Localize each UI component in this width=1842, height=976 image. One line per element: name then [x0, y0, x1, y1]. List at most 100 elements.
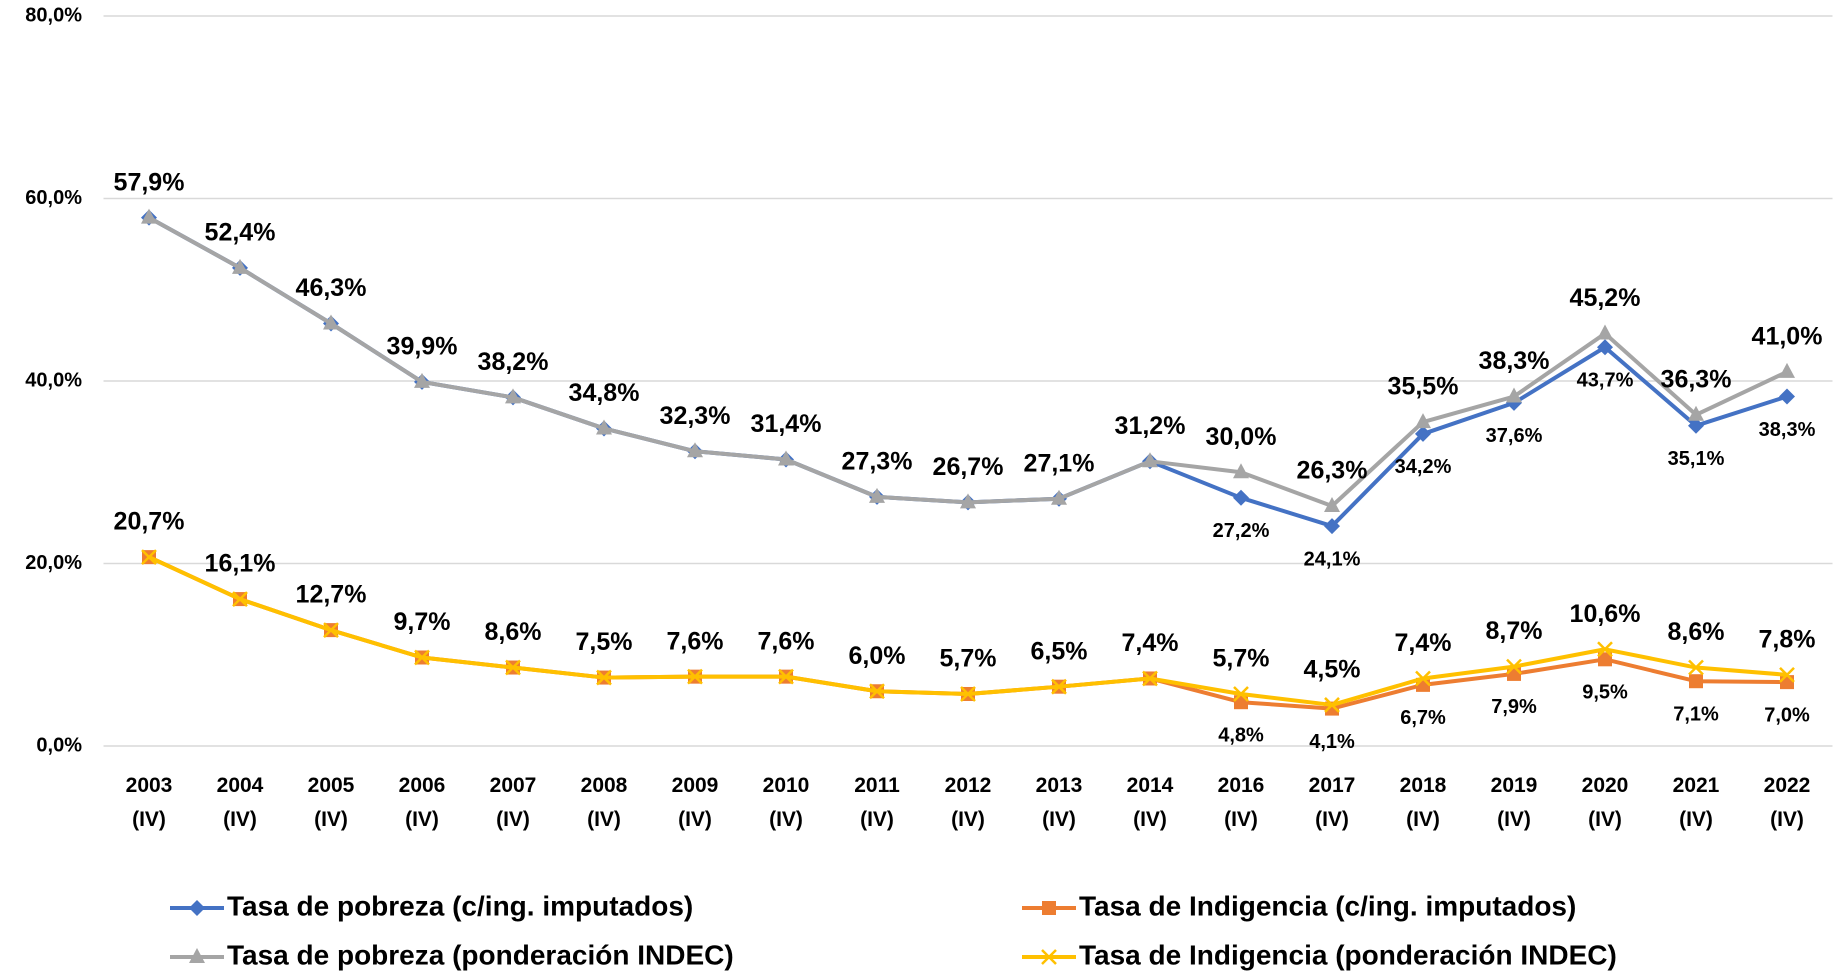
x-tick-label: 2018 (IV) — [1400, 774, 1447, 831]
data-label: 32,3% — [660, 402, 731, 430]
x-tick-label: 2007 (IV) — [490, 774, 537, 831]
point-marker — [141, 208, 157, 224]
data-label: 24,1% — [1304, 548, 1361, 570]
data-label: 31,4% — [751, 410, 822, 438]
legend-item: Tasa de Indigencia (ponderación INDEC) — [1022, 939, 1617, 970]
legend-label: Tasa de Indigencia (ponderación INDEC) — [1079, 939, 1617, 970]
x-tick-label: 2003 (IV) — [126, 774, 173, 831]
data-label: 36,3% — [1661, 365, 1732, 393]
data-label: 8,6% — [485, 618, 542, 646]
x-tick-label: 2012 (IV) — [945, 774, 992, 831]
data-label: 5,7% — [940, 645, 997, 673]
point-marker — [1689, 674, 1703, 689]
data-label: 26,7% — [933, 453, 1004, 481]
legend-marker — [1041, 949, 1057, 965]
point-marker — [960, 493, 976, 509]
point-marker — [1324, 697, 1340, 713]
point-marker — [1506, 387, 1522, 403]
legend-marker — [1042, 901, 1056, 915]
x-tick-label: 2004 (IV) — [217, 774, 264, 831]
x-tick-label: 2014 (IV) — [1127, 774, 1174, 831]
data-label: 6,5% — [1031, 637, 1088, 665]
x-tick-label: 2022 (IV) — [1764, 774, 1811, 831]
data-label: 9,5% — [1582, 682, 1628, 704]
point-marker — [1779, 362, 1795, 378]
point-marker — [1688, 405, 1704, 421]
x-tick-label: 2010 (IV) — [763, 774, 810, 831]
x-tick-label: 2020 (IV) — [1582, 774, 1629, 831]
point-marker — [1597, 324, 1613, 340]
data-label: 38,3% — [1479, 347, 1550, 375]
data-label: 4,8% — [1218, 724, 1264, 746]
point-marker — [960, 686, 976, 702]
y-tick-label: 0,0% — [36, 734, 82, 756]
data-label: 7,0% — [1764, 704, 1810, 726]
point-marker — [596, 419, 612, 435]
data-label: 7,5% — [576, 628, 633, 656]
point-marker — [1051, 678, 1067, 695]
data-label: 34,2% — [1395, 456, 1452, 478]
x-tick-label: 2019 (IV) — [1491, 774, 1538, 831]
data-label: 12,7% — [296, 581, 367, 609]
point-marker — [1688, 659, 1704, 676]
x-tick-label: 2009 (IV) — [672, 774, 719, 831]
data-label: 30,0% — [1206, 423, 1277, 451]
point-marker — [1597, 641, 1613, 658]
point-marker — [1142, 452, 1158, 468]
legend-item: Tasa de pobreza (ponderación INDEC) — [170, 939, 734, 970]
y-tick-label: 40,0% — [25, 369, 82, 391]
point-marker — [414, 649, 430, 666]
legend-marker — [189, 900, 205, 916]
data-label: 7,9% — [1491, 696, 1537, 718]
point-marker — [1233, 463, 1249, 479]
x-tick-label: 2011 (IV) — [854, 774, 900, 831]
point-marker — [414, 372, 430, 388]
point-marker — [1415, 413, 1431, 429]
point-marker — [1598, 652, 1612, 667]
data-label: 35,1% — [1668, 448, 1725, 470]
point-marker — [1779, 388, 1795, 405]
data-label: 37,6% — [1486, 425, 1543, 447]
x-tick-label: 2017 (IV) — [1309, 774, 1356, 831]
data-label: 16,1% — [205, 550, 276, 578]
data-label: 9,7% — [394, 608, 451, 636]
point-marker — [1324, 497, 1340, 513]
legend-label: Tasa de pobreza (c/ing. imputados) — [227, 890, 693, 921]
point-marker — [687, 668, 703, 685]
data-label: 43,7% — [1577, 370, 1634, 392]
data-label: 38,3% — [1759, 419, 1816, 441]
data-label: 27,3% — [842, 447, 913, 475]
data-label: 7,1% — [1673, 703, 1719, 725]
data-label: 6,7% — [1400, 707, 1446, 729]
point-marker — [778, 668, 794, 685]
point-marker — [1051, 489, 1067, 505]
data-label: 5,7% — [1213, 645, 1270, 673]
x-tick-label: 2005 (IV) — [308, 774, 355, 831]
point-marker — [141, 549, 157, 565]
series — [141, 208, 1795, 513]
y-tick-label: 20,0% — [25, 552, 82, 574]
point-marker — [232, 591, 248, 607]
data-label: 39,9% — [387, 333, 458, 361]
x-tick-label: 2016 (IV) — [1218, 774, 1265, 831]
point-marker — [596, 669, 612, 686]
data-label: 7,4% — [1395, 629, 1452, 657]
data-label: 4,1% — [1309, 731, 1355, 753]
legend-item: Tasa de Indigencia (c/ing. imputados) — [1022, 890, 1576, 921]
point-marker — [1415, 425, 1431, 442]
data-label: 10,6% — [1570, 600, 1641, 628]
point-marker — [687, 442, 703, 458]
point-marker — [1597, 339, 1613, 356]
legend-marker — [189, 948, 205, 963]
point-marker — [232, 258, 248, 274]
point-marker — [1233, 489, 1249, 506]
legend-item: Tasa de pobreza (c/ing. imputados) — [170, 890, 693, 921]
point-marker — [1506, 658, 1522, 675]
data-label: 45,2% — [1570, 284, 1641, 312]
point-marker — [1142, 670, 1158, 687]
series — [141, 549, 1795, 713]
x-tick-label: 2013 (IV) — [1036, 774, 1083, 831]
x-tick-label: 2008 (IV) — [581, 774, 628, 831]
y-tick-label: 80,0% — [25, 4, 82, 26]
point-marker — [1233, 686, 1249, 702]
